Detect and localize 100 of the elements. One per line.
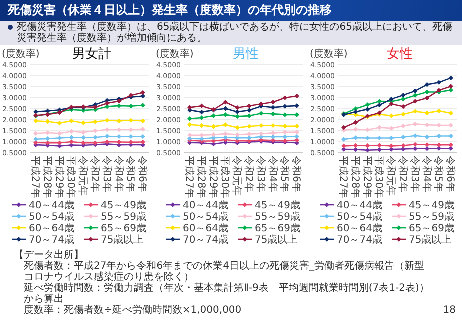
x-tick-label: 令和3年 (254, 156, 267, 192)
x-tick-label: 令和6年 (444, 156, 457, 192)
legend-label: 40～44歳 (183, 200, 228, 212)
legend-label: 45～49歳 (409, 200, 454, 212)
point (81, 120, 86, 126)
point (448, 146, 454, 151)
point (34, 131, 38, 136)
point (199, 116, 204, 120)
y-axis-title: (度数率) (2, 48, 40, 60)
point (389, 126, 394, 131)
x-tick-label: 令和元年 (385, 156, 398, 196)
x-tick-label: 平成27年 (29, 156, 42, 199)
point (365, 148, 370, 153)
point (270, 112, 276, 116)
point (34, 118, 38, 124)
point (436, 108, 442, 114)
text: 度数率：死傷者数÷延べ労働時間数×1,000,000 (23, 305, 243, 316)
point (128, 118, 134, 124)
point (294, 104, 300, 108)
point (247, 104, 252, 109)
point (223, 100, 228, 105)
point (116, 118, 122, 124)
legend-label: 40～44歳 (337, 200, 382, 212)
x-tick-label: 平成29年 (207, 156, 220, 199)
point (45, 140, 50, 146)
x-tick-label: 令和4年 (112, 156, 125, 192)
point (389, 144, 394, 149)
point (199, 123, 204, 128)
point (128, 134, 134, 140)
point (223, 122, 228, 128)
legend-label: 50～54歳 (337, 211, 382, 223)
x-tick-label: 令和5年 (278, 156, 291, 192)
point (140, 140, 146, 145)
point (69, 140, 74, 144)
x-tick-label: 平成28年 (195, 156, 208, 199)
legend-label: 55～59歳 (409, 211, 454, 223)
chart-title: 男女計 (72, 47, 112, 62)
legend-label: 65～69歳 (409, 222, 454, 234)
point (235, 110, 240, 114)
point (294, 130, 300, 135)
x-tick-label: 令和6年 (290, 156, 303, 192)
point (436, 146, 442, 151)
point (448, 142, 454, 148)
x-tick-label: 令和5年 (432, 156, 445, 192)
point (377, 143, 382, 148)
point (258, 111, 264, 116)
point (401, 96, 406, 102)
text: 延べ労働時間数：労働力調査（年次・基本集計第Ⅱ-9表 平均週間就業時間別(7表1-2表)）から算出 (23, 283, 430, 305)
chart-title: 女性 (387, 47, 413, 62)
point (282, 124, 288, 129)
point (199, 110, 204, 115)
point (282, 96, 288, 100)
legend-label: 60～64歳 (337, 222, 382, 234)
x-tick-label: 平成30年 (219, 156, 232, 199)
x-tick-label: 令和2年 (396, 156, 409, 192)
point (199, 104, 204, 109)
point (258, 123, 264, 128)
point (436, 80, 442, 85)
point (353, 120, 358, 126)
legend-label: 65～69歳 (101, 222, 146, 234)
point (401, 143, 406, 148)
x-tick-label: 令和5年 (124, 156, 137, 192)
point (235, 126, 240, 130)
point (412, 133, 418, 138)
x-tick-label: 令和2年 (242, 156, 255, 192)
text: 18 (443, 305, 456, 316)
point (57, 131, 62, 136)
point (377, 102, 382, 108)
point (412, 93, 418, 98)
point (353, 143, 358, 148)
text: 死傷者数：平成27年から令和6年までの休業4日以上の死傷災害_労働者死傷病報告（新型コロナウイルス感染症のり患を除く） (23, 261, 426, 283)
x-tick-label: 平成28年 (41, 156, 54, 199)
point (188, 122, 192, 128)
point (45, 119, 50, 124)
point (436, 134, 442, 139)
x-tick-label: 令和元年 (231, 156, 244, 196)
legend-label: 65～69歳 (255, 222, 300, 234)
text: 死傷災害発生率（度数率）は、65歳以下は横ばいであるが、特に女性の65歳以上において、死傷災害発生率（度数率）が増加傾向にある。 (17, 22, 454, 44)
legend-label: 60～64歳 (183, 222, 228, 234)
point (140, 118, 146, 124)
y-axis-title: (度数率) (156, 48, 194, 60)
legend-label: 70～74歳 (183, 234, 228, 246)
point (223, 106, 228, 112)
point (270, 100, 276, 105)
point (365, 144, 370, 148)
x-tick-label: 平成29年 (361, 156, 374, 199)
point (45, 136, 50, 142)
point (412, 122, 418, 127)
point (353, 136, 358, 140)
legend-label: 45～49歳 (255, 200, 300, 212)
point (353, 110, 358, 114)
legend-label: 45～49歳 (101, 200, 146, 212)
point (412, 142, 418, 148)
point (247, 124, 252, 129)
point (57, 140, 62, 146)
point (448, 76, 454, 81)
legend-label: 40～44歳 (29, 200, 74, 212)
point (188, 133, 192, 138)
point (424, 142, 430, 148)
point (294, 134, 300, 140)
